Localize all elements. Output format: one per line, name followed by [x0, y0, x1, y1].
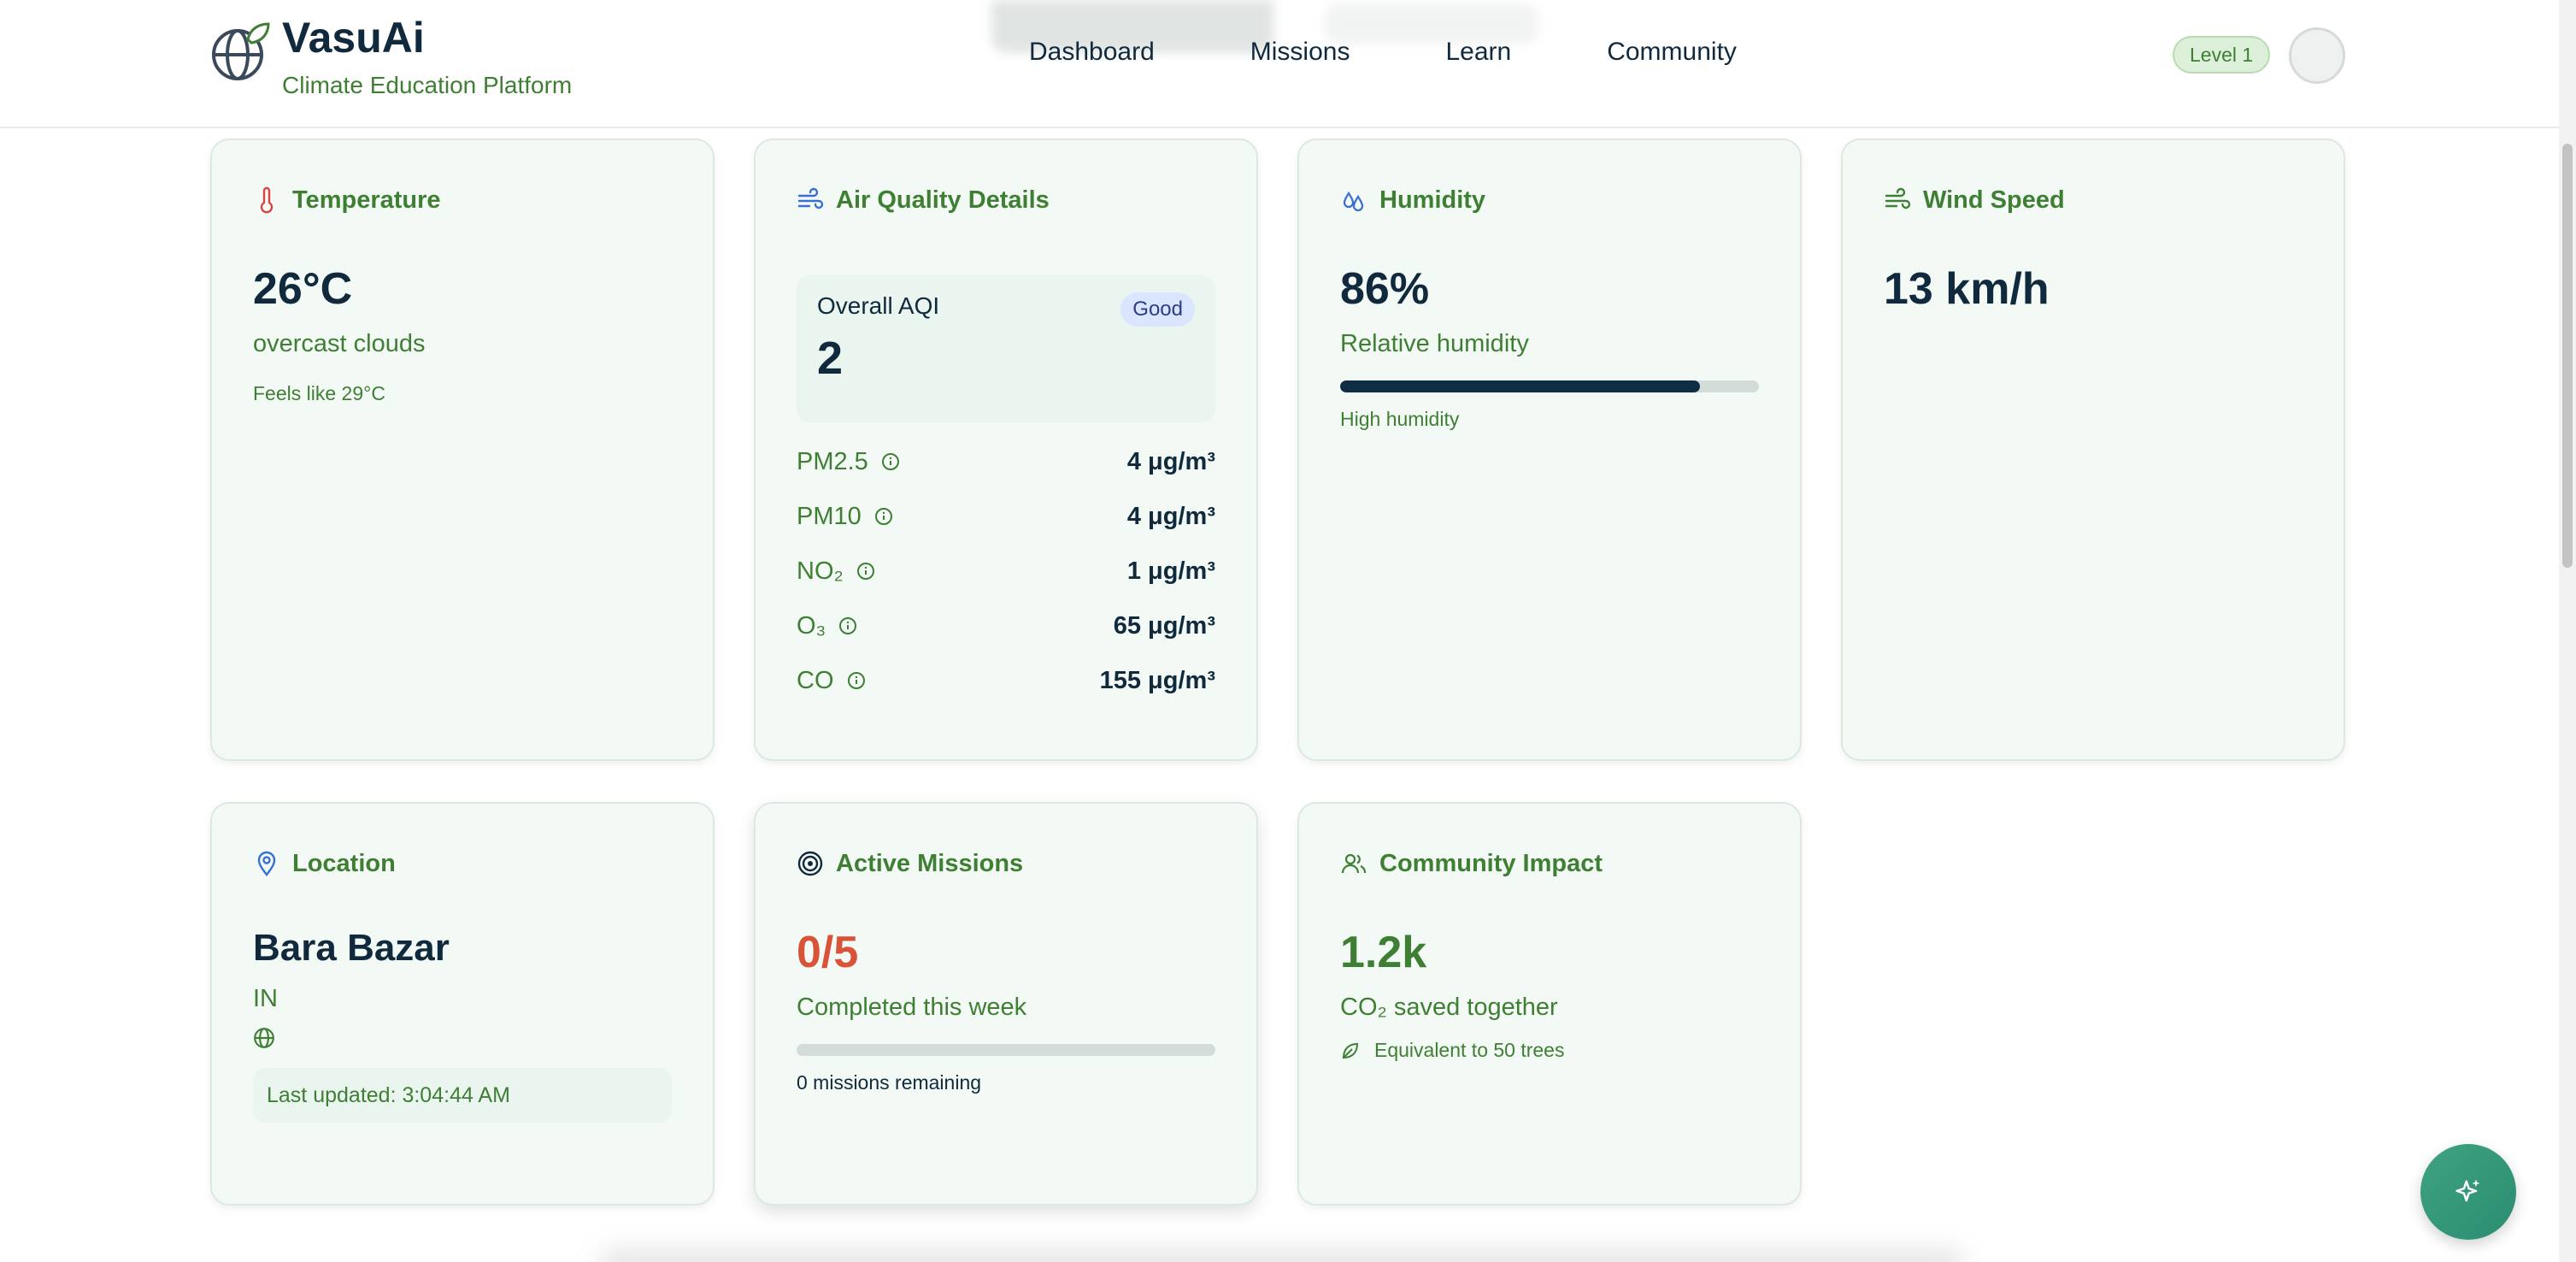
missions-label: Completed this week [797, 994, 1027, 1021]
pollutant-name: O₃ [797, 611, 826, 640]
overall-aqi-value: 2 [817, 333, 844, 384]
pollutant-value: 1 μg/m³ [1126, 557, 1215, 585]
location-card: Location Bara Bazar IN Last updated: 3:0… [210, 802, 715, 1206]
humidity-label: Relative humidity [1340, 330, 1529, 357]
aqi-status-badge: Good [1120, 292, 1195, 327]
globe-icon [254, 1028, 274, 1048]
brand-tagline: Climate Education Platform [282, 72, 573, 98]
community-label: CO₂ saved together [1340, 994, 1558, 1021]
community-impact-card: Community Impact 1.2k CO₂ saved together… [1297, 802, 1802, 1206]
pollutant-value: 65 μg/m³ [1113, 611, 1215, 640]
page-scrollbar[interactable] [2559, 0, 2576, 1262]
droplets-icon [1343, 191, 1364, 212]
missions-count: 0/5 [797, 928, 859, 977]
leaf-icon [1342, 1042, 1359, 1059]
pollutant-name: NO₂ [797, 557, 844, 585]
level-badge: Level 1 [2173, 36, 2271, 74]
community-equivalent: Equivalent to 50 trees [1374, 1039, 1565, 1061]
wind-speed-title: Wind Speed [1923, 186, 2065, 214]
info-icon[interactable] [846, 670, 867, 691]
pollutant-value: 4 μg/m³ [1126, 502, 1215, 530]
feels-like: Feels like 29°C [253, 382, 385, 404]
nav-dashboard[interactable]: Dashboard [1029, 38, 1155, 66]
pollutant-row: PM2.5 4 μg/m³ [797, 434, 1215, 489]
sparkles-icon [2455, 1179, 2480, 1202]
scrollbar-thumb[interactable] [2562, 144, 2573, 568]
pollutant-row: O₃ 65 μg/m³ [797, 599, 1215, 653]
pollutant-value: 4 μg/m³ [1126, 447, 1215, 475]
pollutant-row: PM10 4 μg/m³ [797, 489, 1215, 544]
info-icon[interactable] [873, 506, 894, 527]
target-icon [797, 851, 823, 876]
thermometer-icon [260, 186, 273, 214]
info-icon[interactable] [880, 451, 901, 472]
humidity-title: Humidity [1379, 186, 1486, 214]
top-navbar: VasuAi Climate Education Platform Dashbo… [0, 0, 2559, 128]
pollutant-name: PM10 [797, 502, 862, 530]
pollutant-name: CO [797, 666, 834, 694]
active-missions-card[interactable]: Active Missions 0/5 Completed this week … [754, 802, 1258, 1206]
map-pin-icon [257, 851, 276, 876]
wind-speed-card: Wind Speed 13 km/h [1841, 139, 2345, 761]
brand[interactable]: VasuAi Climate Education Platform [210, 15, 572, 99]
temperature-condition: overcast clouds [253, 330, 426, 357]
brand-name: VasuAi [282, 14, 425, 62]
pollutant-name: PM2.5 [797, 447, 868, 475]
temperature-title: Temperature [292, 186, 441, 214]
nav-community[interactable]: Community [1607, 38, 1737, 66]
wind-speed-value: 13 km/h [1884, 264, 2050, 314]
nav-missions[interactable]: Missions [1250, 38, 1350, 66]
pollutant-row: CO 155 μg/m³ [797, 653, 1215, 708]
community-value: 1.2k [1340, 928, 1427, 977]
last-updated: Last updated: 3:04:44 AM [253, 1068, 672, 1123]
location-city: Bara Bazar [253, 927, 450, 969]
location-title: Location [292, 849, 396, 877]
missions-progress-bar [797, 1044, 1215, 1056]
overall-aqi-panel: Overall AQI Good 2 [797, 275, 1215, 422]
blurred-pill-2 [1325, 3, 1538, 44]
avatar[interactable] [2289, 27, 2345, 84]
pollutant-row: NO₂ 1 μg/m³ [797, 544, 1215, 599]
humidity-card: Humidity 86% Relative humidity High humi… [1297, 139, 1802, 761]
info-icon[interactable] [838, 616, 858, 636]
humidity-bar [1340, 380, 1759, 392]
active-missions-title: Active Missions [836, 849, 1024, 877]
humidity-value: 86% [1340, 264, 1430, 314]
air-quality-card: Air Quality Details Overall AQI Good 2 P… [754, 139, 1258, 761]
location-country: IN [253, 985, 278, 1012]
wind-icon [1885, 187, 1911, 209]
temperature-card: Temperature 26°C overcast clouds Feels l… [210, 139, 715, 761]
air-quality-title: Air Quality Details [836, 186, 1050, 214]
bottom-shadow [598, 1248, 1966, 1262]
humidity-bar-fill [1340, 380, 1701, 392]
ai-assistant-button[interactable] [2420, 1144, 2516, 1240]
humidity-note: High humidity [1340, 408, 1460, 430]
temperature-value: 26°C [253, 264, 353, 314]
pollutant-list: PM2.5 4 μg/m³ PM10 4 μg/m³ NO₂ 1 μg/m³ O… [797, 434, 1215, 708]
globe-leaf-icon [212, 22, 270, 80]
users-icon [1341, 853, 1367, 874]
info-icon[interactable] [856, 561, 876, 581]
blurred-pill [991, 0, 1273, 53]
overall-aqi-label: Overall AQI [817, 292, 940, 319]
community-impact-title: Community Impact [1379, 849, 1603, 877]
nav-learn[interactable]: Learn [1445, 38, 1512, 66]
missions-remaining: 0 missions remaining [797, 1071, 982, 1094]
pollutant-value: 155 μg/m³ [1099, 666, 1215, 694]
wind-icon [797, 187, 824, 209]
main-nav: Dashboard Missions Learn Community [1029, 38, 1737, 67]
